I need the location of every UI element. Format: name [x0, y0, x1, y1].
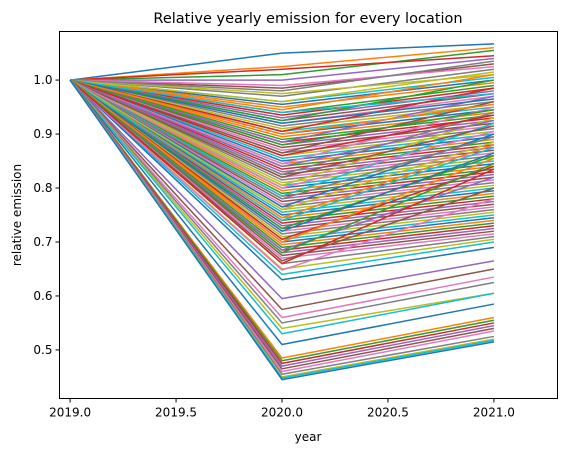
series-line	[70, 65, 494, 87]
series-line	[69, 79, 495, 324]
series-line	[69, 79, 495, 160]
series-line	[70, 55, 494, 81]
series-line	[69, 79, 495, 173]
series-line	[69, 79, 495, 116]
series-line	[69, 79, 495, 122]
series-line	[69, 79, 495, 216]
series-line	[69, 79, 495, 300]
series-line	[69, 79, 495, 154]
series-line	[69, 79, 495, 151]
series-line	[70, 79, 495, 108]
series-line	[69, 79, 495, 146]
series-line	[69, 79, 495, 178]
series-line	[70, 43, 494, 81]
series-line	[69, 79, 495, 130]
series-line	[70, 71, 495, 103]
series-line	[69, 79, 495, 205]
y-tick-label: 0.8	[33, 181, 52, 195]
series-line	[69, 79, 495, 346]
series-line	[69, 79, 495, 165]
series-line	[69, 79, 495, 141]
y-tick-label: 1.0	[33, 73, 52, 87]
series-line	[69, 79, 495, 254]
series-line	[69, 79, 495, 127]
series-line	[69, 79, 495, 184]
x-tick-label: 2021.0	[473, 406, 515, 420]
y-tick-label: 0.9	[33, 127, 52, 141]
series-line	[69, 79, 495, 232]
series-line	[69, 79, 495, 214]
plot-lines	[69, 43, 495, 381]
series-line	[70, 49, 495, 81]
series-line	[70, 57, 495, 81]
series-line	[69, 79, 495, 170]
series-line	[69, 79, 495, 187]
series-line	[70, 73, 494, 95]
series-line	[69, 79, 495, 192]
x-axis-ticks: 2019.0 2019.5 2020.0 2020.5 2021.0	[49, 398, 515, 420]
series-line	[69, 79, 495, 281]
series-line	[69, 79, 495, 143]
series-line	[69, 79, 495, 162]
x-tick-label: 2019.0	[49, 406, 91, 420]
series-line	[70, 60, 495, 92]
series-line	[69, 79, 495, 208]
series-line	[69, 79, 495, 311]
series-line	[69, 79, 495, 181]
series-line	[70, 63, 495, 89]
series-line	[69, 79, 495, 271]
series-line	[70, 46, 494, 81]
series-line	[69, 79, 495, 335]
series-line	[69, 79, 495, 319]
series-line	[69, 79, 495, 219]
series-line	[69, 79, 495, 135]
series-line	[69, 79, 495, 265]
series-line	[69, 79, 495, 276]
axes-frame	[59, 31, 558, 399]
series-line	[69, 79, 495, 189]
x-tick-label: 2019.5	[155, 406, 197, 420]
series-line	[69, 79, 495, 168]
y-axis-title: relative emission	[10, 164, 24, 266]
series-line	[70, 79, 495, 106]
x-tick-label: 2020.0	[261, 406, 303, 420]
series-line	[69, 79, 495, 176]
y-tick-label: 0.6	[33, 289, 52, 303]
y-axis-ticks: 0.5 0.6 0.7 0.8 0.9 1.0	[33, 73, 60, 357]
x-tick-label: 2020.5	[367, 406, 409, 420]
series-line	[69, 79, 495, 138]
series-line	[69, 79, 495, 200]
series-line	[69, 79, 494, 114]
chart-title: Relative yearly emission for every locat…	[153, 11, 462, 27]
series-line	[69, 79, 495, 157]
y-tick-label: 0.5	[33, 343, 52, 357]
series-line	[69, 79, 495, 381]
series-line	[69, 79, 495, 222]
series-line	[69, 79, 495, 133]
series-line	[69, 79, 495, 243]
series-line	[69, 79, 495, 195]
series-line	[70, 68, 495, 98]
series-line	[69, 79, 495, 149]
series-line	[69, 79, 495, 124]
series-line	[69, 79, 495, 203]
y-tick-label: 0.7	[33, 235, 52, 249]
series-line	[69, 79, 495, 211]
series-line	[69, 79, 495, 197]
series-line	[69, 79, 495, 330]
series-line	[69, 73, 495, 111]
x-axis-title: year	[295, 430, 322, 444]
